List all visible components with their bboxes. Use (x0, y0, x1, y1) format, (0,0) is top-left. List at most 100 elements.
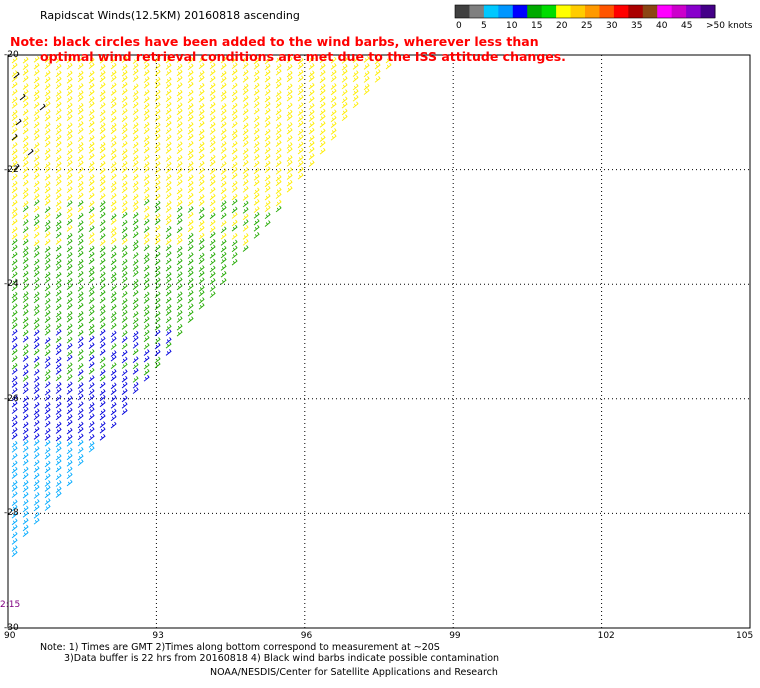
wind-barb (132, 134, 139, 142)
wind-barb (77, 95, 84, 102)
wind-barb (44, 161, 51, 169)
wind-barb (209, 285, 216, 292)
wind-barb (154, 297, 161, 305)
wind-barb (297, 83, 304, 90)
wind-barb (198, 120, 205, 128)
latitude-tick-label: -30 (4, 623, 19, 633)
footer-note-1: Note: 1) Times are GMT 2)Times along bot… (40, 642, 440, 653)
wind-barb (88, 265, 95, 273)
wind-barb (121, 180, 128, 188)
wind-barb (77, 90, 84, 97)
wind-barb (308, 146, 315, 154)
wind-barb (66, 160, 73, 167)
wind-barb (66, 367, 73, 375)
wind-barb (286, 155, 293, 162)
wind-barb (176, 271, 183, 279)
wind-barb (44, 238, 51, 246)
wind-barb (154, 303, 161, 311)
wind-barb (154, 76, 161, 84)
wind-barb (88, 375, 95, 382)
wind-barb (110, 388, 117, 395)
wind-barb (55, 63, 62, 71)
wind-barb (187, 109, 194, 117)
legend-swatch (570, 5, 586, 18)
wind-barb (66, 439, 73, 447)
wind-barb (22, 406, 29, 414)
wind-barb (22, 89, 29, 96)
wind-barb (88, 445, 95, 453)
wind-barb (55, 108, 62, 115)
wind-barb (110, 303, 117, 311)
wind-barb (99, 309, 106, 316)
wind-barb (77, 375, 84, 383)
wind-barb (88, 342, 95, 350)
wind-barb (209, 212, 216, 220)
wind-barb (66, 108, 73, 116)
wind-barb (66, 212, 73, 220)
wind-barb (55, 362, 62, 370)
wind-barb (242, 75, 249, 83)
wind-barb (198, 186, 205, 194)
wind-barb (242, 245, 249, 252)
wind-barb (242, 108, 249, 116)
wind-barb (231, 161, 238, 169)
wind-barb (176, 167, 183, 174)
wind-barb (154, 108, 161, 116)
wind-barb (77, 62, 84, 70)
wind-barb (110, 382, 117, 390)
wind-barb (55, 387, 62, 394)
wind-barb (330, 115, 337, 123)
wind-barb (99, 122, 106, 130)
wind-barb (33, 376, 40, 383)
wind-barb (11, 545, 18, 552)
wind-barb (198, 302, 205, 310)
wind-barb (187, 133, 194, 141)
wind-barb (154, 161, 161, 168)
wind-barb (55, 473, 62, 481)
wind-barb (352, 63, 359, 70)
wind-barb (264, 140, 271, 148)
wind-barb (33, 283, 40, 291)
wind-barb (231, 258, 238, 266)
wind-barb (165, 304, 172, 311)
wind-barb (77, 277, 84, 285)
wind-barb (66, 154, 73, 162)
wind-barb (319, 128, 326, 136)
wind-barb (88, 101, 95, 108)
wind-barb (231, 245, 238, 253)
wind-barb (363, 83, 370, 91)
wind-barb (33, 466, 40, 473)
wind-barb (242, 194, 249, 201)
wind-barb (33, 251, 40, 258)
wind-barb (143, 368, 150, 376)
wind-barb (154, 193, 161, 201)
wind-barb (154, 277, 161, 285)
legend-swatch (599, 5, 615, 18)
wind-barb (187, 232, 194, 240)
wind-barb (176, 232, 183, 240)
wind-barb (363, 70, 370, 78)
wind-barb (220, 187, 227, 195)
wind-barb (110, 141, 117, 148)
longitude-tick-label: 90 (4, 631, 16, 641)
wind-barb (165, 200, 172, 207)
wind-barb (187, 186, 194, 194)
wind-barb (55, 421, 62, 429)
wind-barb (55, 446, 62, 453)
wind-barb (77, 142, 84, 149)
wind-barb (143, 180, 150, 187)
wind-barb (33, 89, 40, 97)
wind-barb (77, 55, 84, 63)
wind-barb (44, 114, 51, 122)
wind-barb (77, 459, 84, 466)
wind-barb (99, 283, 106, 291)
wind-barb (220, 56, 227, 64)
wind-barb (110, 186, 117, 193)
wind-barb (11, 310, 18, 317)
wind-barb (121, 265, 128, 272)
wind-barb (55, 258, 62, 266)
wind-barb (264, 115, 271, 122)
wind-barb (220, 232, 227, 240)
legend-swatch (700, 5, 716, 18)
wind-barb (22, 192, 29, 200)
